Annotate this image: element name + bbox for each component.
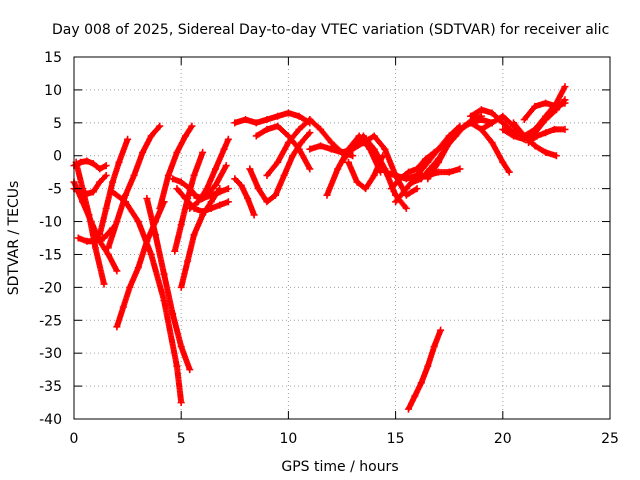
data-point	[413, 185, 421, 193]
series-arc-6	[96, 135, 132, 239]
x-tick-label: 10	[279, 431, 297, 447]
data-point	[561, 83, 569, 91]
y-tick-label: -40	[39, 412, 62, 428]
chart-title: Day 008 of 2025, Sidereal Day-to-day VTE…	[52, 22, 609, 38]
y-tick-label: -25	[39, 313, 62, 329]
data-point	[306, 129, 314, 137]
data-point	[156, 122, 164, 130]
x-axis-label: GPS time / hours	[281, 459, 398, 475]
data-point	[552, 152, 560, 160]
series-arc-26	[344, 152, 387, 193]
y-tick-label: -15	[39, 247, 62, 263]
y-tick-label: 10	[44, 83, 62, 99]
x-tick-label: 15	[387, 431, 405, 447]
y-tick-label: 5	[53, 116, 62, 132]
data-point	[224, 135, 232, 143]
series-arc-19	[231, 109, 314, 127]
y-tick-label: 15	[44, 50, 62, 66]
series-arc-34	[445, 119, 513, 176]
data-point	[250, 211, 258, 219]
data-point	[224, 185, 232, 193]
data-point	[102, 171, 110, 179]
y-tick-label: -10	[39, 215, 62, 231]
data-point	[561, 99, 569, 107]
data-point	[113, 267, 121, 275]
y-tick-label: -20	[39, 280, 62, 296]
data-point	[505, 168, 513, 176]
data-point	[222, 162, 230, 170]
series-arc-12	[156, 122, 196, 212]
series-arc-32	[404, 326, 445, 413]
series-arc-9	[109, 188, 185, 407]
data-point	[561, 125, 569, 133]
data-point	[349, 152, 357, 160]
series-arc-40	[525, 125, 569, 147]
series-arc-39	[520, 99, 569, 124]
data-point-marker	[155, 124, 162, 131]
axis-ticks: -40 -35 -30 -25 -20 -15 -10 -5 0 5 10 15 0 5 10 15 20 25	[39, 50, 619, 447]
data-point-marker	[102, 173, 109, 180]
data-point	[188, 122, 196, 130]
data-point	[456, 165, 464, 173]
data-point	[100, 280, 108, 288]
y-tick-label: 0	[53, 149, 62, 165]
data-marks	[70, 83, 569, 413]
series-arc-20	[246, 129, 314, 206]
x-tick-label: 5	[177, 431, 186, 447]
data-point	[102, 162, 110, 170]
y-tick-label: -30	[39, 346, 62, 362]
x-tick-label: 0	[70, 431, 79, 447]
x-tick-label: 20	[494, 431, 512, 447]
y-tick-label: -5	[48, 182, 62, 198]
data-point-marker	[305, 130, 312, 137]
data-point	[199, 148, 207, 156]
series-arc-16	[186, 135, 232, 212]
y-tick-label: -35	[39, 379, 62, 395]
data-point	[402, 204, 410, 212]
data-point	[437, 326, 445, 334]
series-arc-21	[252, 122, 314, 173]
series-arc-18	[231, 175, 258, 219]
data-point	[186, 366, 194, 374]
x-tick-label: 25	[601, 431, 619, 447]
series-arc-17	[190, 185, 232, 203]
data-point	[177, 399, 185, 407]
data-point	[306, 165, 314, 173]
series-arc-10	[143, 195, 194, 374]
y-axis-label: SDTVAR / TECUs	[6, 181, 22, 296]
data-point-marker	[402, 204, 409, 211]
data-point	[224, 198, 232, 206]
data-point	[124, 135, 132, 143]
plot-frame	[73, 56, 611, 420]
